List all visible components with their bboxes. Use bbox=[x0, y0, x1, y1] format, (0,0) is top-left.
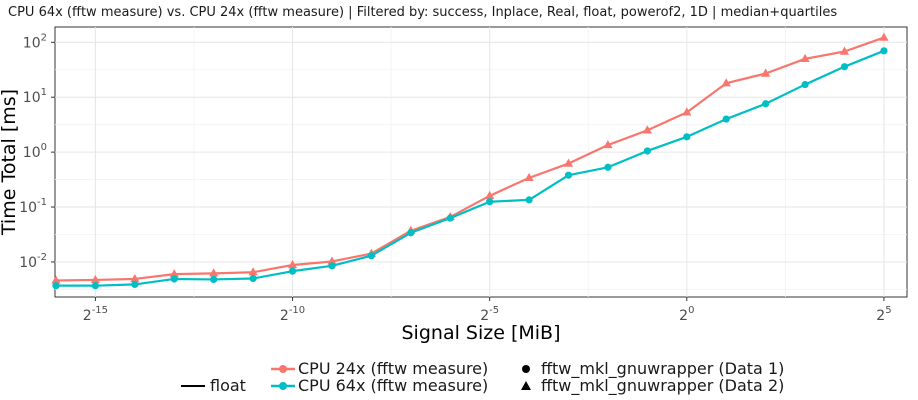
y-tick-label: 100 bbox=[23, 142, 47, 161]
data-point-cpu-64x bbox=[367, 252, 375, 260]
y-tick-label: 10-2 bbox=[19, 252, 47, 271]
data-point-cpu-24x bbox=[603, 139, 613, 149]
data-point-cpu-64x bbox=[328, 262, 336, 270]
data-point-cpu-24x bbox=[209, 268, 219, 277]
x-tick-label: 2-15 bbox=[83, 305, 108, 324]
legend-key-cpu-24x bbox=[271, 365, 295, 373]
data-point-cpu-64x bbox=[683, 133, 691, 141]
data-point-cpu-24x bbox=[130, 273, 140, 283]
grid-lines bbox=[55, 27, 907, 297]
data-point-cpu-64x bbox=[880, 47, 888, 55]
data-point-cpu-64x bbox=[446, 214, 454, 222]
data-point-cpu-64x bbox=[407, 229, 415, 237]
legend-line-key bbox=[181, 385, 205, 387]
series-layer bbox=[51, 32, 889, 290]
data-point-cpu-64x bbox=[170, 275, 178, 283]
legend-label-float: float bbox=[210, 376, 246, 395]
data-point-cpu-24x bbox=[800, 53, 810, 63]
chart-title: CPU 64x (fftw measure) vs. CPU 24x (fftw… bbox=[8, 5, 838, 20]
data-point-cpu-64x bbox=[722, 115, 730, 123]
data-point-cpu-64x bbox=[486, 198, 494, 206]
x-tick-label: 2-5 bbox=[480, 305, 499, 324]
data-point-cpu-24x bbox=[839, 46, 850, 55]
y-tick-label: 102 bbox=[23, 32, 47, 51]
y-tick-label: 101 bbox=[23, 87, 47, 106]
data-point-cpu-24x bbox=[721, 78, 731, 87]
data-point-cpu-24x bbox=[682, 107, 692, 116]
data-point-cpu-64x bbox=[840, 63, 849, 71]
axes: 2-15 2-10 2-5 20 25 10-2 10-1 100 101 102 bbox=[19, 32, 891, 324]
data-point-cpu-24x bbox=[51, 275, 61, 284]
data-point-cpu-24x bbox=[287, 260, 298, 269]
data-point-cpu-24x bbox=[90, 274, 100, 284]
data-point-cpu-64x bbox=[288, 267, 297, 275]
x-tick-label: 25 bbox=[876, 305, 891, 324]
legend-circle-key bbox=[522, 365, 530, 373]
data-point-cpu-64x bbox=[604, 163, 612, 171]
legend-label-cpu-24x: CPU 24x (fftw measure) bbox=[298, 359, 489, 378]
x-tick-label: 20 bbox=[679, 305, 694, 324]
series-line-cpu-24x bbox=[55, 36, 885, 282]
data-point-cpu-24x bbox=[563, 158, 574, 167]
x-tick-label: 2-10 bbox=[280, 305, 305, 324]
legend-triangle-key bbox=[521, 381, 531, 390]
data-point-cpu-24x bbox=[485, 190, 495, 200]
data-point-cpu-64x bbox=[249, 274, 257, 283]
data-point-cpu-64x bbox=[801, 80, 809, 89]
data-point-cpu-64x bbox=[564, 171, 573, 179]
data-point-cpu-64x bbox=[52, 282, 60, 290]
data-point-cpu-24x bbox=[169, 269, 179, 278]
data-point-cpu-24x bbox=[524, 172, 534, 182]
data-point-cpu-64x bbox=[131, 280, 139, 289]
data-point-cpu-24x bbox=[761, 68, 771, 77]
y-tick-label: 10-1 bbox=[19, 197, 47, 216]
x-axis-label: Signal Size [MiB] bbox=[402, 322, 561, 344]
data-point-cpu-64x bbox=[762, 100, 770, 108]
y-axis-label: Time Total [ms] bbox=[0, 89, 20, 236]
data-point-cpu-64x bbox=[643, 147, 651, 155]
data-point-cpu-24x bbox=[327, 256, 337, 265]
data-point-cpu-64x bbox=[210, 275, 218, 284]
data-point-cpu-24x bbox=[248, 267, 258, 276]
data-point-cpu-24x bbox=[879, 32, 889, 41]
legend-key-cpu-64x bbox=[271, 382, 295, 390]
data-point-cpu-24x bbox=[642, 125, 652, 134]
legend-label-cpu-64x: CPU 64x (fftw measure) bbox=[298, 376, 489, 395]
legend-label-data-1: fftw_mkl_gnuwrapper (Data 1) bbox=[541, 359, 785, 378]
data-point-cpu-64x bbox=[91, 282, 99, 290]
data-point-cpu-64x bbox=[525, 196, 533, 204]
series-line-cpu-64x bbox=[55, 49, 885, 287]
legend-label-data-2: fftw_mkl_gnuwrapper (Data 2) bbox=[541, 376, 785, 395]
